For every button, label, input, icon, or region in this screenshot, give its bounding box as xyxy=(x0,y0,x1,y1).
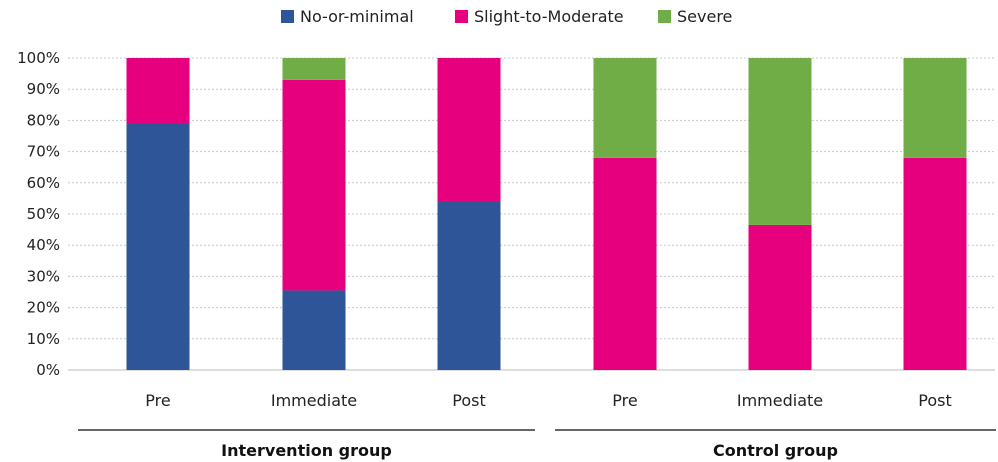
group-label: Intervention group xyxy=(221,441,392,460)
bar-segment-slight-to-moderate xyxy=(593,157,657,370)
y-tick-label: 60% xyxy=(27,174,60,192)
x-category-label: Pre xyxy=(612,391,637,410)
bar-segment-slight-to-moderate xyxy=(126,58,190,124)
bar-segment-slight-to-moderate xyxy=(903,157,967,370)
x-category-label: Post xyxy=(452,391,485,410)
y-tick-label: 20% xyxy=(27,299,60,317)
x-category-label: Pre xyxy=(145,391,170,410)
x-category-label: Post xyxy=(918,391,951,410)
y-tick-label: 80% xyxy=(27,111,60,129)
group-label: Control group xyxy=(713,441,838,460)
y-tick-label: 50% xyxy=(27,205,60,223)
legend-swatch xyxy=(455,10,468,23)
bar-segment-severe xyxy=(593,58,657,158)
x-category-label: Immediate xyxy=(271,391,357,410)
legend-label: No-or-minimal xyxy=(300,7,414,26)
y-tick-label: 70% xyxy=(27,143,60,161)
bar-segment-no-or-minimal xyxy=(126,123,190,371)
y-tick-label: 90% xyxy=(27,80,60,98)
x-category-label: Immediate xyxy=(737,391,823,410)
bar-segment-severe xyxy=(903,58,967,158)
y-tick-label: 100% xyxy=(17,49,60,67)
bar-segment-severe xyxy=(282,58,346,80)
y-tick-label: 30% xyxy=(27,267,60,285)
bar-segment-severe xyxy=(748,58,812,225)
bar-segment-slight-to-moderate xyxy=(748,224,812,370)
bar-segment-slight-to-moderate xyxy=(282,79,346,291)
legend-swatch xyxy=(281,10,294,23)
legend-label: Slight-to-Moderate xyxy=(474,7,624,26)
legend-swatch xyxy=(658,10,671,23)
y-tick-label: 10% xyxy=(27,330,60,348)
y-tick-label: 40% xyxy=(27,236,60,254)
legend-label: Severe xyxy=(677,7,732,26)
bar-segment-no-or-minimal xyxy=(282,290,346,370)
bar-segment-no-or-minimal xyxy=(437,201,501,370)
bar-segment-slight-to-moderate xyxy=(437,58,501,202)
y-tick-label: 0% xyxy=(36,361,60,379)
